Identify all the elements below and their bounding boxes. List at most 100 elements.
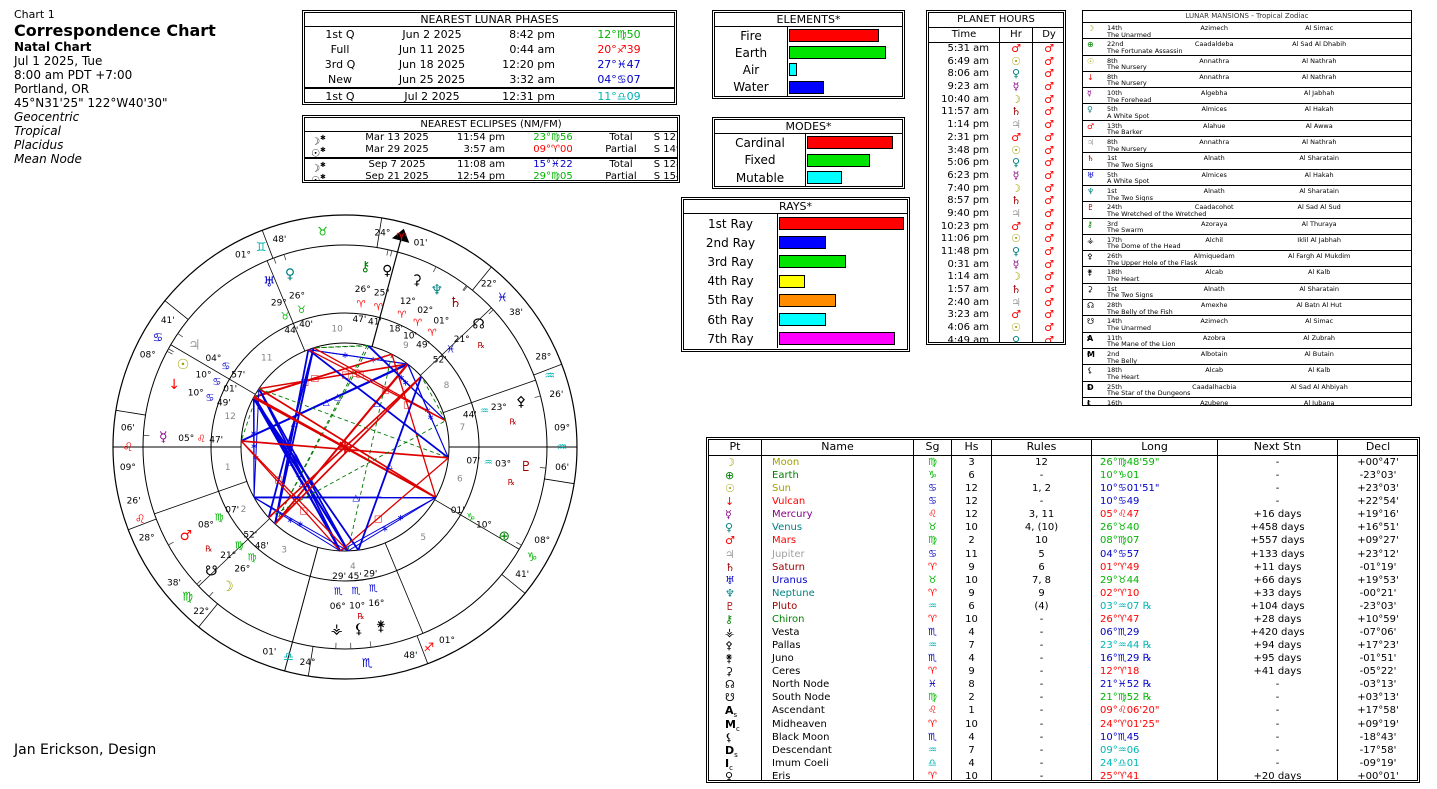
bar-track [805, 151, 902, 170]
aspect-trine-juno-nnode [357, 376, 423, 551]
cell-pt: Mc [709, 718, 761, 736]
mansion-ordinal: 5th [1107, 170, 1118, 179]
aspect-square-icon: □ [274, 476, 283, 486]
saturn-glyph: ♄ [725, 560, 735, 574]
cell-longitude: 08°♍07 [1091, 534, 1217, 549]
cell-name: Ascendant [761, 704, 913, 723]
cell-rules: 9 [991, 586, 1091, 601]
mc-glyph: Mc [725, 718, 740, 733]
planet-table-row: ↓ Vulcan ♋ 12-10°♋49- +22°54' [709, 495, 1417, 510]
eris-degree-label: 25° [374, 288, 390, 298]
cell-pt: ⚶ [709, 626, 761, 640]
earth-icon: ⊕ [1087, 40, 1094, 50]
modes-title: MODES* [715, 120, 902, 134]
earth-pointer-tick [516, 541, 522, 546]
cell-next-station: - [1217, 756, 1337, 776]
cell-house: 11 [951, 547, 991, 562]
sun-minute-label: 01' [223, 384, 237, 394]
cell-pt: Ds [709, 744, 761, 762]
mars-minute-label: 07' [225, 506, 239, 516]
asc-icon-sub: s [1087, 333, 1091, 342]
mercury-icon: ☿ [1087, 89, 1092, 99]
cell-sign: ♍ [913, 534, 951, 549]
sign-boundary-tick [128, 518, 157, 531]
mansion-row: ⚳ 1st Alnath Al Sharatain The Two Signs [1083, 282, 1411, 300]
sign-boundary-tick [115, 409, 146, 416]
ic-icon-main: I [1087, 398, 1090, 406]
snode-glyph: ☋ [725, 691, 735, 705]
bar-label: 6th Ray [707, 312, 754, 327]
snode-retrograde-icon: ℞ [205, 545, 212, 554]
cell-next-station: +458 days [1217, 521, 1337, 536]
cusp-minute-label: 26' [127, 496, 141, 506]
phase-name: Full [330, 43, 350, 56]
bar-label: Mutable [735, 170, 785, 185]
cell-name: Neptune [761, 586, 913, 601]
aspect-square-ceres-earth [391, 353, 437, 498]
aspect-sextile-icon: ∗ [286, 516, 294, 526]
aspect-trine-icon: △ [291, 419, 298, 429]
mansion-meaning: The Two Signs [1107, 193, 1153, 202]
mansion-meaning: The Two Signs [1107, 291, 1153, 300]
cell-name: Juno [761, 652, 913, 667]
hour-time: 7:40 pm [947, 182, 989, 194]
cell-sign: ♌ [913, 508, 951, 523]
eclipse-mark-icon: ✱ [319, 173, 326, 181]
cell-name: North Node [761, 678, 913, 693]
sign-boundary-tick [472, 266, 492, 291]
aspect-sextile-icon: ∗ [402, 378, 410, 388]
venus-minute-label: 40' [299, 320, 313, 330]
mars-pointer-tick [168, 541, 174, 546]
cusp-minute-label: 48' [272, 235, 286, 245]
juno-glyph: ⚵ [376, 618, 386, 634]
uranus-icon: ♅ [1087, 170, 1095, 180]
planet-table-row: ♀ Eris ♈ 10-25°♈41 +20 days +00°01' [709, 769, 1417, 780]
day-ruler: ♂ [1032, 182, 1063, 197]
bar-label: 3rd Ray [707, 254, 754, 269]
planet-table-row: ♇ Pluto ♒ 6 (4) 03°♒07 ℞ +104 days -23°03' [709, 599, 1417, 614]
cell-longitude: 05°♌47 [1091, 508, 1217, 523]
house-number-5: 5 [420, 533, 426, 543]
elements-row: Earth [715, 44, 902, 62]
mansion-name: Annathra [1199, 138, 1230, 147]
bar-label: Air [742, 62, 760, 77]
cell-declination: +19°16' [1337, 508, 1417, 523]
eclipse-type: Partial [605, 144, 637, 156]
chart-center-icon [339, 441, 351, 453]
mansion-name: Azimech [1200, 317, 1229, 326]
saturn-pointer-tick [463, 286, 468, 292]
aspect-trine-icon: △ [293, 453, 300, 463]
mansion-ordinal: 2nd [1107, 349, 1120, 358]
planet-hour-row: 6:23 pm ☿ ♂ [929, 169, 1063, 184]
mansion-arabic-name: Al Zubrah [1303, 333, 1336, 342]
hour-time: 2:31 pm [947, 131, 989, 143]
jupiter-icon: ♃ [1011, 206, 1021, 220]
pallas-pointer-tick [534, 395, 541, 398]
planet-table-row: ♄ Saturn ♈ 9 6 01°♈49 +11 days -01°19' [709, 560, 1417, 575]
eclipse-kind: ☽✱ [305, 132, 347, 149]
bar-value [779, 293, 836, 307]
bar-label: 2nd Ray [705, 235, 756, 250]
venus-glyph: ♀ [725, 521, 734, 535]
planet-hours-header: Time Hr Dy [929, 28, 1063, 43]
modes-panel: MODES* Cardinal Fixed Mutable [712, 117, 905, 189]
aspect-trine-icon: △ [352, 494, 359, 504]
mars-icon: ♂ [1044, 257, 1054, 271]
aspect-square-ceres-vulcan [253, 353, 393, 399]
cell-name: Chiron [761, 612, 913, 628]
zodiac-sign-icon: ♌ [135, 512, 146, 526]
mansion-arabic-name: Al Simac [1305, 24, 1334, 32]
aspect-sextile-mars-vesta [253, 497, 341, 552]
hour-time: 11:48 pm [940, 246, 989, 257]
venus-pointer-tick [283, 254, 287, 261]
phase-time: 12:20 pm [502, 58, 555, 71]
jupiter-glyph: ♃ [188, 338, 201, 354]
cell-next-station: - [1217, 456, 1337, 471]
cell-pt: ☊ [709, 678, 761, 692]
aspect-sextile-vulcan-mars [252, 397, 255, 498]
planet-hour-row: 2:40 am ♃ ♂ [929, 296, 1063, 311]
cell-pt: ♂ [709, 534, 761, 548]
cell-house: 4 [951, 652, 991, 667]
cell-longitude: 16°♏29 ℞ [1091, 652, 1217, 667]
mars-icon: ♂ [1044, 194, 1054, 208]
